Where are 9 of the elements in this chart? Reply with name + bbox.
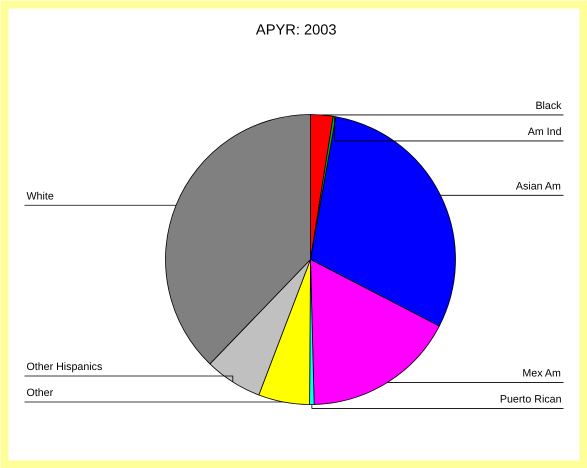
slice-label: Mex Am <box>522 367 562 380</box>
slice-label: White <box>26 190 54 202</box>
slice-label: Other Hispanics <box>26 361 102 374</box>
slice-label: Am Ind <box>528 126 562 138</box>
slice-label: Other <box>26 387 54 400</box>
slice-label: Puerto Rican <box>500 393 562 406</box>
chart-title: APYR: 2003 <box>256 22 337 38</box>
slice-label: Asian Am <box>516 180 562 192</box>
slice-label: Black <box>535 100 562 112</box>
